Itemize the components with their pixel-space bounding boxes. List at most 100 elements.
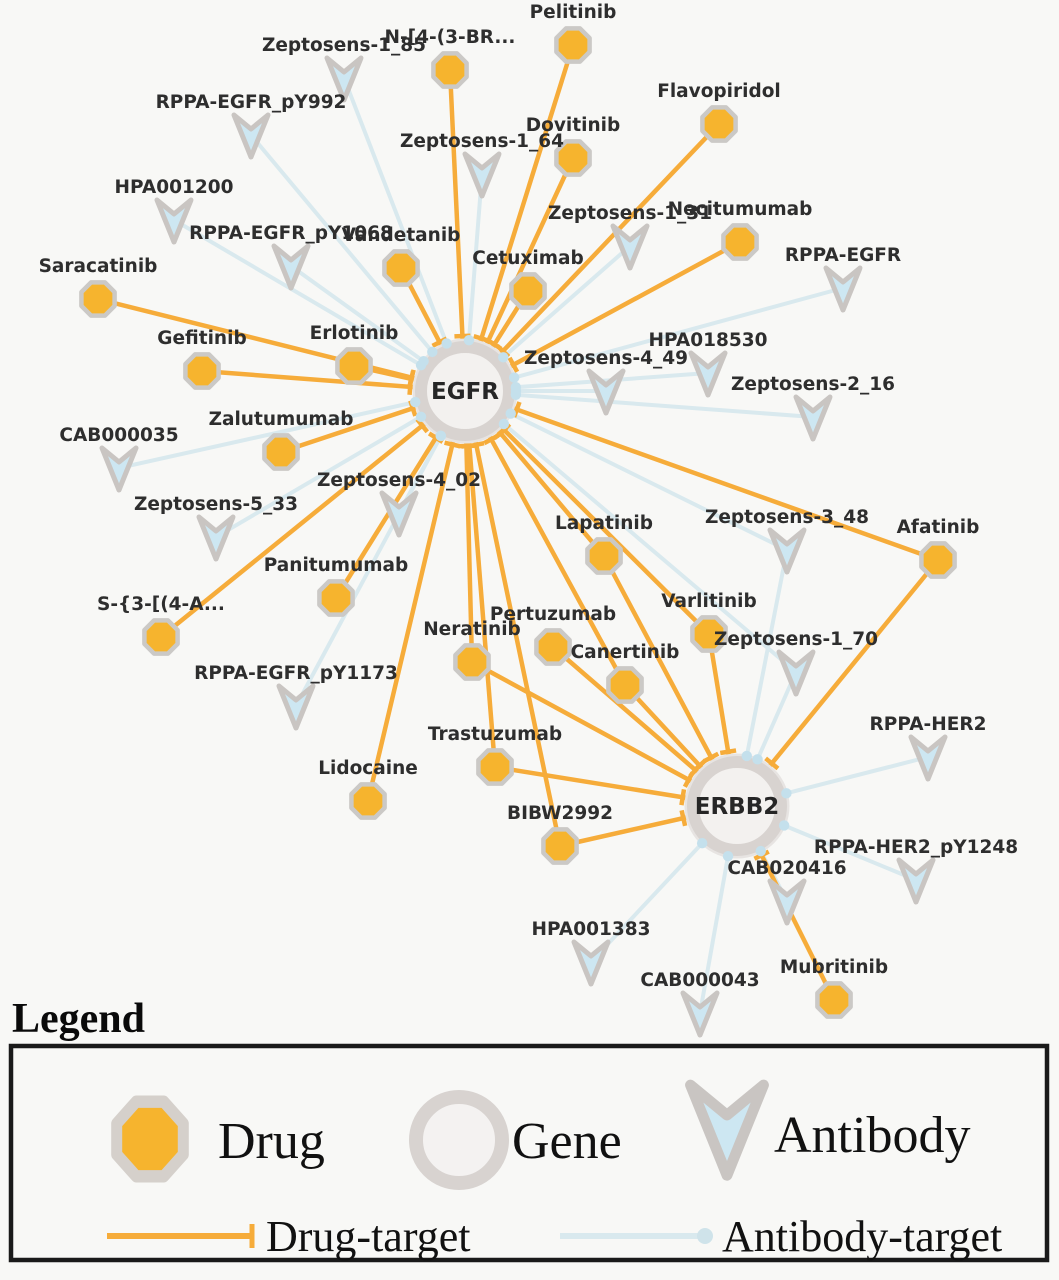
drug-node-canertinib	[606, 666, 644, 704]
tee-endpoint-icon	[764, 756, 780, 771]
dot-endpoint-icon	[415, 411, 427, 422]
antibody-label-rppa-egfr: RPPA-EGFR	[785, 245, 901, 266]
edge-zeptosens-3-48-egfr	[464, 389, 788, 552]
drug-label-saracatinib: Saracatinib	[39, 256, 158, 277]
antibody-node-rppa-egfr-py992	[231, 112, 271, 160]
antibody-label-zeptosens-1-31: Zeptosens-1_31	[548, 203, 712, 224]
antibody-node-zeptosens-2-16	[793, 394, 833, 442]
tee-endpoint-icon	[461, 442, 478, 449]
edge-trastuzumab-egfr	[462, 390, 498, 768]
edge-pelitinib-egfr	[462, 44, 576, 392]
legend-label-gene: Gene	[512, 1113, 622, 1170]
drug-label-trastuzumab: Trastuzumab	[428, 724, 562, 745]
dot-endpoint-icon	[498, 352, 509, 363]
drug-label-lidocaine: Lidocaine	[318, 758, 418, 779]
antibody-node-zeptosens-1-31	[610, 223, 650, 271]
antibody-node-zeptosens-4-02	[379, 490, 419, 538]
edge-bibw2992-egfr	[462, 390, 563, 847]
tee-endpoint-icon	[688, 762, 703, 778]
drug-node-mubritinib	[815, 981, 853, 1019]
antibody-node-zeptosens-1-70	[776, 649, 816, 697]
antibody-label-cab020416: CAB020416	[727, 858, 846, 879]
edge-afatinib-egfr	[464, 388, 939, 563]
antibody-label-zeptosens-5-33: Zeptosens-5_33	[134, 494, 298, 515]
tee-endpoint-icon	[444, 440, 461, 449]
dot-endpoint-icon	[741, 750, 752, 762]
tee-endpoint-icon	[407, 370, 416, 388]
antibody-node-zeptosens-5-33	[196, 514, 236, 562]
edge-flavopiridol-egfr	[463, 122, 721, 393]
antibody-node-zeptosens-1-64	[462, 151, 502, 199]
legend-label-antibody-target: Antibody-target	[722, 1212, 1002, 1261]
drug-node-lidocaine	[349, 782, 387, 820]
antibody-node-zeptosens-4-49	[586, 368, 626, 416]
antibody-label-hpa001200: HPA001200	[115, 177, 234, 198]
antibody-node-cab020416	[767, 878, 807, 926]
antibody-label-hpa018530: HPA018530	[649, 330, 768, 351]
antibody-label-zeptosens-1-70: Zeptosens-1_70	[714, 629, 878, 650]
drug-label-vandetanib: Vandetanib	[342, 225, 461, 246]
antibody-node-rppa-egfr	[823, 265, 863, 313]
drug-label-n-4-3-br: N-[4-(3-BR...	[385, 27, 516, 48]
drug-node-saracatinib	[79, 280, 117, 318]
antibody-node-zeptosens-1-85	[324, 55, 364, 103]
legend-label-drug: Drug	[218, 1113, 325, 1170]
dot-endpoint-icon	[418, 356, 429, 367]
antibody-label-rppa-egfr-py1173: RPPA-EGFR_pY1173	[194, 663, 398, 684]
antibody-label-zeptosens-3-48: Zeptosens-3_48	[705, 507, 869, 528]
tee-endpoint-icon	[703, 751, 720, 764]
drug-node-s-3-4-a	[142, 618, 180, 656]
edge-s-3-4-a-egfr	[159, 389, 467, 639]
antibody-node-hpa001383	[571, 939, 611, 987]
antibody-label-hpa001383: HPA001383	[532, 919, 651, 940]
gene-label-erbb2: ERBB2	[695, 794, 780, 820]
nodes-layer	[79, 26, 957, 1038]
gene-node-erbb2	[687, 756, 787, 856]
drug-label-s-3-4-a: S-{3-[(4-A...	[97, 594, 225, 615]
antibody-node-cab000043	[680, 990, 720, 1038]
dot-endpoint-icon	[781, 788, 792, 799]
edge-zeptosens-1-70-egfr	[463, 389, 798, 674]
edge-rppa-egfr-egfr	[464, 286, 844, 393]
antibody-label-cab000035: CAB000035	[59, 425, 178, 446]
legend-title: Legend	[12, 996, 145, 1042]
drug-label-cetuximab: Cetuximab	[472, 248, 583, 269]
edge-zeptosens-2-16-egfr	[464, 389, 814, 419]
drug-node-pelitinib	[554, 26, 592, 64]
gene-circle-icon	[409, 1090, 509, 1190]
antibody-node-hpa018530	[688, 350, 728, 398]
drug-label-neratinib: Neratinib	[423, 619, 521, 640]
tee-endpoint-icon	[679, 788, 687, 806]
edge-endpoints-layer	[407, 333, 792, 862]
dot-endpoint-icon	[778, 820, 790, 831]
antibody-target-dot-icon	[697, 1228, 713, 1244]
drug-node-dovitinib	[554, 139, 592, 177]
drug-node-zalutumumab	[262, 433, 300, 471]
legend-label-antibody: Antibody	[774, 1107, 970, 1164]
antibody-label-rppa-her2-py1248: RPPA-HER2_pY1248	[814, 837, 1018, 858]
antibody-label-cab000043: CAB000043	[640, 970, 759, 991]
legend-box	[8, 1043, 1050, 1263]
drug-node-vandetanib	[382, 249, 420, 287]
antibody-label-rppa-egfr-py1068: RPPA-EGFR_pY1068	[189, 223, 393, 244]
dot-endpoint-icon	[509, 372, 520, 383]
legend: Legend Drug Gene Antibody Drug-target An…	[8, 996, 1050, 1263]
drug-label-zalutumumab: Zalutumumab	[209, 409, 354, 430]
drug-node-trastuzumab	[476, 748, 514, 786]
drug-node-n-4-3-br	[431, 51, 469, 89]
dot-endpoint-icon	[755, 845, 766, 857]
antibody-node-rppa-egfr-py1173	[276, 683, 316, 731]
dot-endpoint-icon	[510, 389, 522, 400]
drug-node-lapatinib	[585, 537, 623, 575]
dot-endpoint-icon	[696, 838, 708, 849]
antibody-label-zeptosens-1-85: Zeptosens-1_85	[262, 35, 426, 56]
antibody-label-zeptosens-4-02: Zeptosens-4_02	[317, 470, 481, 491]
drug-label-flavopiridol: Flavopiridol	[657, 81, 781, 102]
drug-label-bibw2992: BIBW2992	[507, 803, 613, 824]
drug-node-bibw2992	[541, 827, 579, 865]
drug-label-lapatinib: Lapatinib	[555, 513, 653, 534]
drug-octagon-icon	[111, 1095, 189, 1183]
drug-node-erlotinib	[335, 347, 373, 385]
drug-label-necitumumab: Necitumumab	[668, 199, 813, 220]
